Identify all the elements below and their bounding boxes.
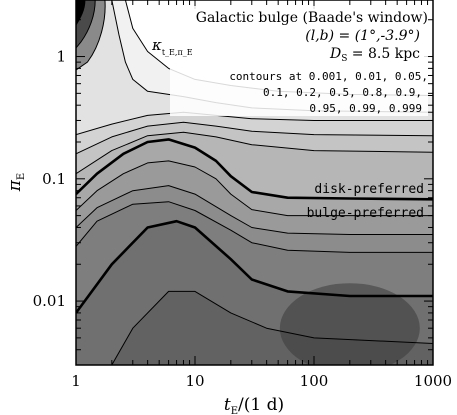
kappa-symbol: κ	[151, 36, 162, 54]
title-line-3-main: D	[329, 46, 341, 62]
kappa-label: κt_E,π_E	[151, 36, 193, 57]
disk-preferred-label: disk-preferred	[314, 182, 424, 197]
plot-frame	[75, 0, 434, 366]
title-line-3: DS = 8.5 kpc	[329, 46, 420, 64]
y-axis-label-main: π	[5, 179, 25, 192]
title-line-2: (l,b) = (1°,-3.9°)	[305, 28, 420, 44]
title-line-1: Galactic bulge (Baade's window)	[196, 10, 428, 26]
kappa-subscript: t_E,π_E	[162, 48, 193, 57]
x-axis-label-sub: E	[231, 406, 238, 415]
contour-fills	[76, 0, 433, 365]
annotation-block: Galactic bulge (Baade's window) (l,b) = …	[151, 6, 428, 116]
y-axis-label: πE	[5, 173, 27, 193]
contours-line-2: 0.1, 0.2, 0.5, 0.8, 0.9,	[263, 86, 422, 99]
deep-region	[279, 283, 420, 365]
contours-line-3: 0.95, 0.99, 0.999	[309, 102, 422, 115]
x-tick-label: 100	[300, 372, 329, 390]
contour-line-0.8	[76, 160, 433, 217]
axis-tick-labels: 1 10 100 1000 0.01 0.1 1	[33, 48, 453, 390]
x-tick-label: 1000	[414, 372, 452, 390]
contour-line-0.5	[76, 138, 433, 201]
contour-line-0.1	[76, 121, 433, 155]
y-tick-label: 1	[56, 48, 66, 66]
x-axis-label-main: t	[224, 395, 231, 415]
contour-line-0.999	[111, 290, 433, 365]
x-axis-label-rest: /(1 d)	[238, 395, 284, 415]
contour-line-0.99	[76, 219, 433, 314]
contour-line-0.9	[76, 185, 433, 235]
y-axis-label-sub: E	[16, 173, 27, 180]
bulge-preferred-label: bulge-preferred	[307, 206, 424, 221]
title-line-3-rest: = 8.5 kpc	[347, 46, 420, 62]
plot-area	[76, 0, 433, 365]
axis-ticks	[75, 0, 433, 366]
x-axis-label: tE/(1 d)	[224, 395, 284, 415]
y-tick-label: 0.01	[33, 292, 66, 310]
y-tick-label: 0.1	[42, 170, 66, 188]
x-tick-label: 1	[71, 372, 81, 390]
contour-line-0.2	[76, 131, 433, 175]
contours-line-1: contours at 0.001, 0.01, 0.05,	[229, 70, 428, 83]
contour-line-0.95	[76, 201, 433, 253]
x-tick-label: 10	[185, 372, 204, 390]
annotation-background	[170, 6, 428, 116]
title-line-3-sub: S	[341, 54, 347, 64]
